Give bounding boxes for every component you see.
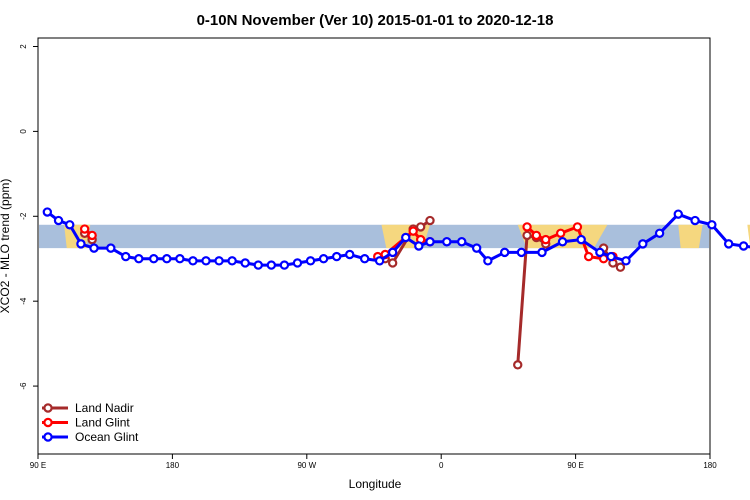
data-point bbox=[65, 220, 75, 230]
data-point bbox=[188, 256, 198, 266]
legend-label: Land Nadir bbox=[75, 401, 134, 415]
data-point bbox=[53, 215, 64, 226]
data-point bbox=[615, 262, 626, 272]
chart-title: 0-10N November (Ver 10) 2015-01-01 to 20… bbox=[197, 12, 554, 29]
data-point bbox=[522, 222, 532, 232]
data-point bbox=[318, 254, 329, 264]
series-land-glint bbox=[79, 222, 618, 264]
data-point bbox=[425, 215, 435, 226]
data-point bbox=[425, 237, 435, 247]
data-point bbox=[606, 251, 616, 262]
legend-label: Land Glint bbox=[75, 416, 130, 430]
data-point bbox=[214, 256, 224, 266]
data-point bbox=[76, 239, 86, 249]
data-point bbox=[401, 232, 411, 243]
data-point bbox=[638, 239, 648, 249]
data-point bbox=[387, 258, 398, 268]
data-point bbox=[738, 241, 749, 251]
data-point bbox=[654, 228, 665, 238]
y-axis: 2 0 -2 -4 -6 bbox=[19, 44, 38, 390]
data-point bbox=[537, 247, 547, 258]
data-point bbox=[516, 247, 527, 258]
data-point bbox=[42, 207, 53, 217]
land-mass bbox=[678, 224, 703, 249]
y-axis-label: XCO2 - MLO trend (ppm) bbox=[0, 179, 12, 314]
data-point bbox=[266, 260, 277, 270]
data-point bbox=[442, 237, 452, 247]
data-point bbox=[414, 241, 424, 251]
data-point bbox=[471, 243, 482, 253]
x-tick-label: 90 E bbox=[567, 461, 583, 470]
legend-marker bbox=[43, 432, 53, 442]
legend-marker bbox=[43, 417, 53, 428]
data-point bbox=[359, 254, 370, 264]
data-point bbox=[555, 228, 566, 238]
data-point bbox=[457, 237, 467, 247]
plot-frame bbox=[37, 37, 711, 455]
x-tick-label: 90 E bbox=[30, 461, 46, 470]
data-point bbox=[345, 249, 355, 260]
data-point bbox=[149, 254, 159, 264]
data-point bbox=[499, 247, 510, 258]
data-point bbox=[331, 251, 342, 262]
data-point bbox=[572, 222, 583, 232]
data-point bbox=[292, 258, 303, 268]
data-point bbox=[541, 234, 551, 245]
data-point bbox=[483, 256, 493, 266]
legend-label: Ocean Glint bbox=[75, 430, 139, 444]
y-tick-label: -6 bbox=[19, 382, 28, 390]
data-point bbox=[106, 243, 116, 253]
x-axis-label: Longitude bbox=[349, 477, 402, 491]
x-tick-label: 180 bbox=[703, 461, 717, 470]
data-point bbox=[253, 260, 263, 270]
data-point bbox=[408, 226, 418, 236]
data-point bbox=[175, 254, 185, 264]
series-line bbox=[516, 233, 547, 365]
data-point bbox=[305, 256, 316, 266]
data-point bbox=[522, 230, 532, 241]
data-point bbox=[513, 360, 523, 370]
y-tick-label: -2 bbox=[19, 212, 28, 220]
data-point bbox=[723, 239, 734, 249]
legend-marker bbox=[43, 403, 53, 413]
data-point bbox=[89, 243, 99, 253]
data-point bbox=[279, 260, 290, 270]
data-point bbox=[87, 230, 97, 241]
data-point bbox=[583, 251, 594, 262]
data-point bbox=[387, 247, 398, 258]
data-point bbox=[162, 254, 172, 264]
y-tick-label: 0 bbox=[19, 129, 28, 134]
x-axis: 90 E 180 90 W 0 90 E 180 bbox=[30, 454, 717, 470]
data-point bbox=[576, 234, 586, 245]
data-point bbox=[690, 215, 700, 226]
x-tick-label: 180 bbox=[166, 461, 180, 470]
data-point bbox=[621, 256, 631, 266]
data-point bbox=[121, 251, 131, 262]
y-tick-label: 2 bbox=[19, 44, 28, 49]
series-layer bbox=[42, 207, 750, 370]
data-point bbox=[673, 209, 683, 219]
ocean-band bbox=[39, 224, 709, 249]
data-point bbox=[227, 256, 237, 266]
data-point bbox=[374, 256, 385, 266]
data-point bbox=[201, 256, 211, 266]
data-point bbox=[415, 222, 426, 232]
data-point bbox=[707, 220, 717, 230]
series-ocean-glint bbox=[42, 207, 750, 270]
data-point bbox=[531, 230, 542, 241]
data-point bbox=[240, 258, 250, 268]
data-point bbox=[134, 254, 144, 264]
land-mass bbox=[747, 224, 750, 246]
data-point bbox=[79, 224, 90, 234]
x-tick-label: 0 bbox=[439, 461, 444, 470]
y-tick-label: -4 bbox=[19, 297, 28, 305]
data-point bbox=[557, 237, 568, 247]
data-point bbox=[595, 247, 605, 258]
x-tick-label: 90 W bbox=[297, 461, 316, 470]
